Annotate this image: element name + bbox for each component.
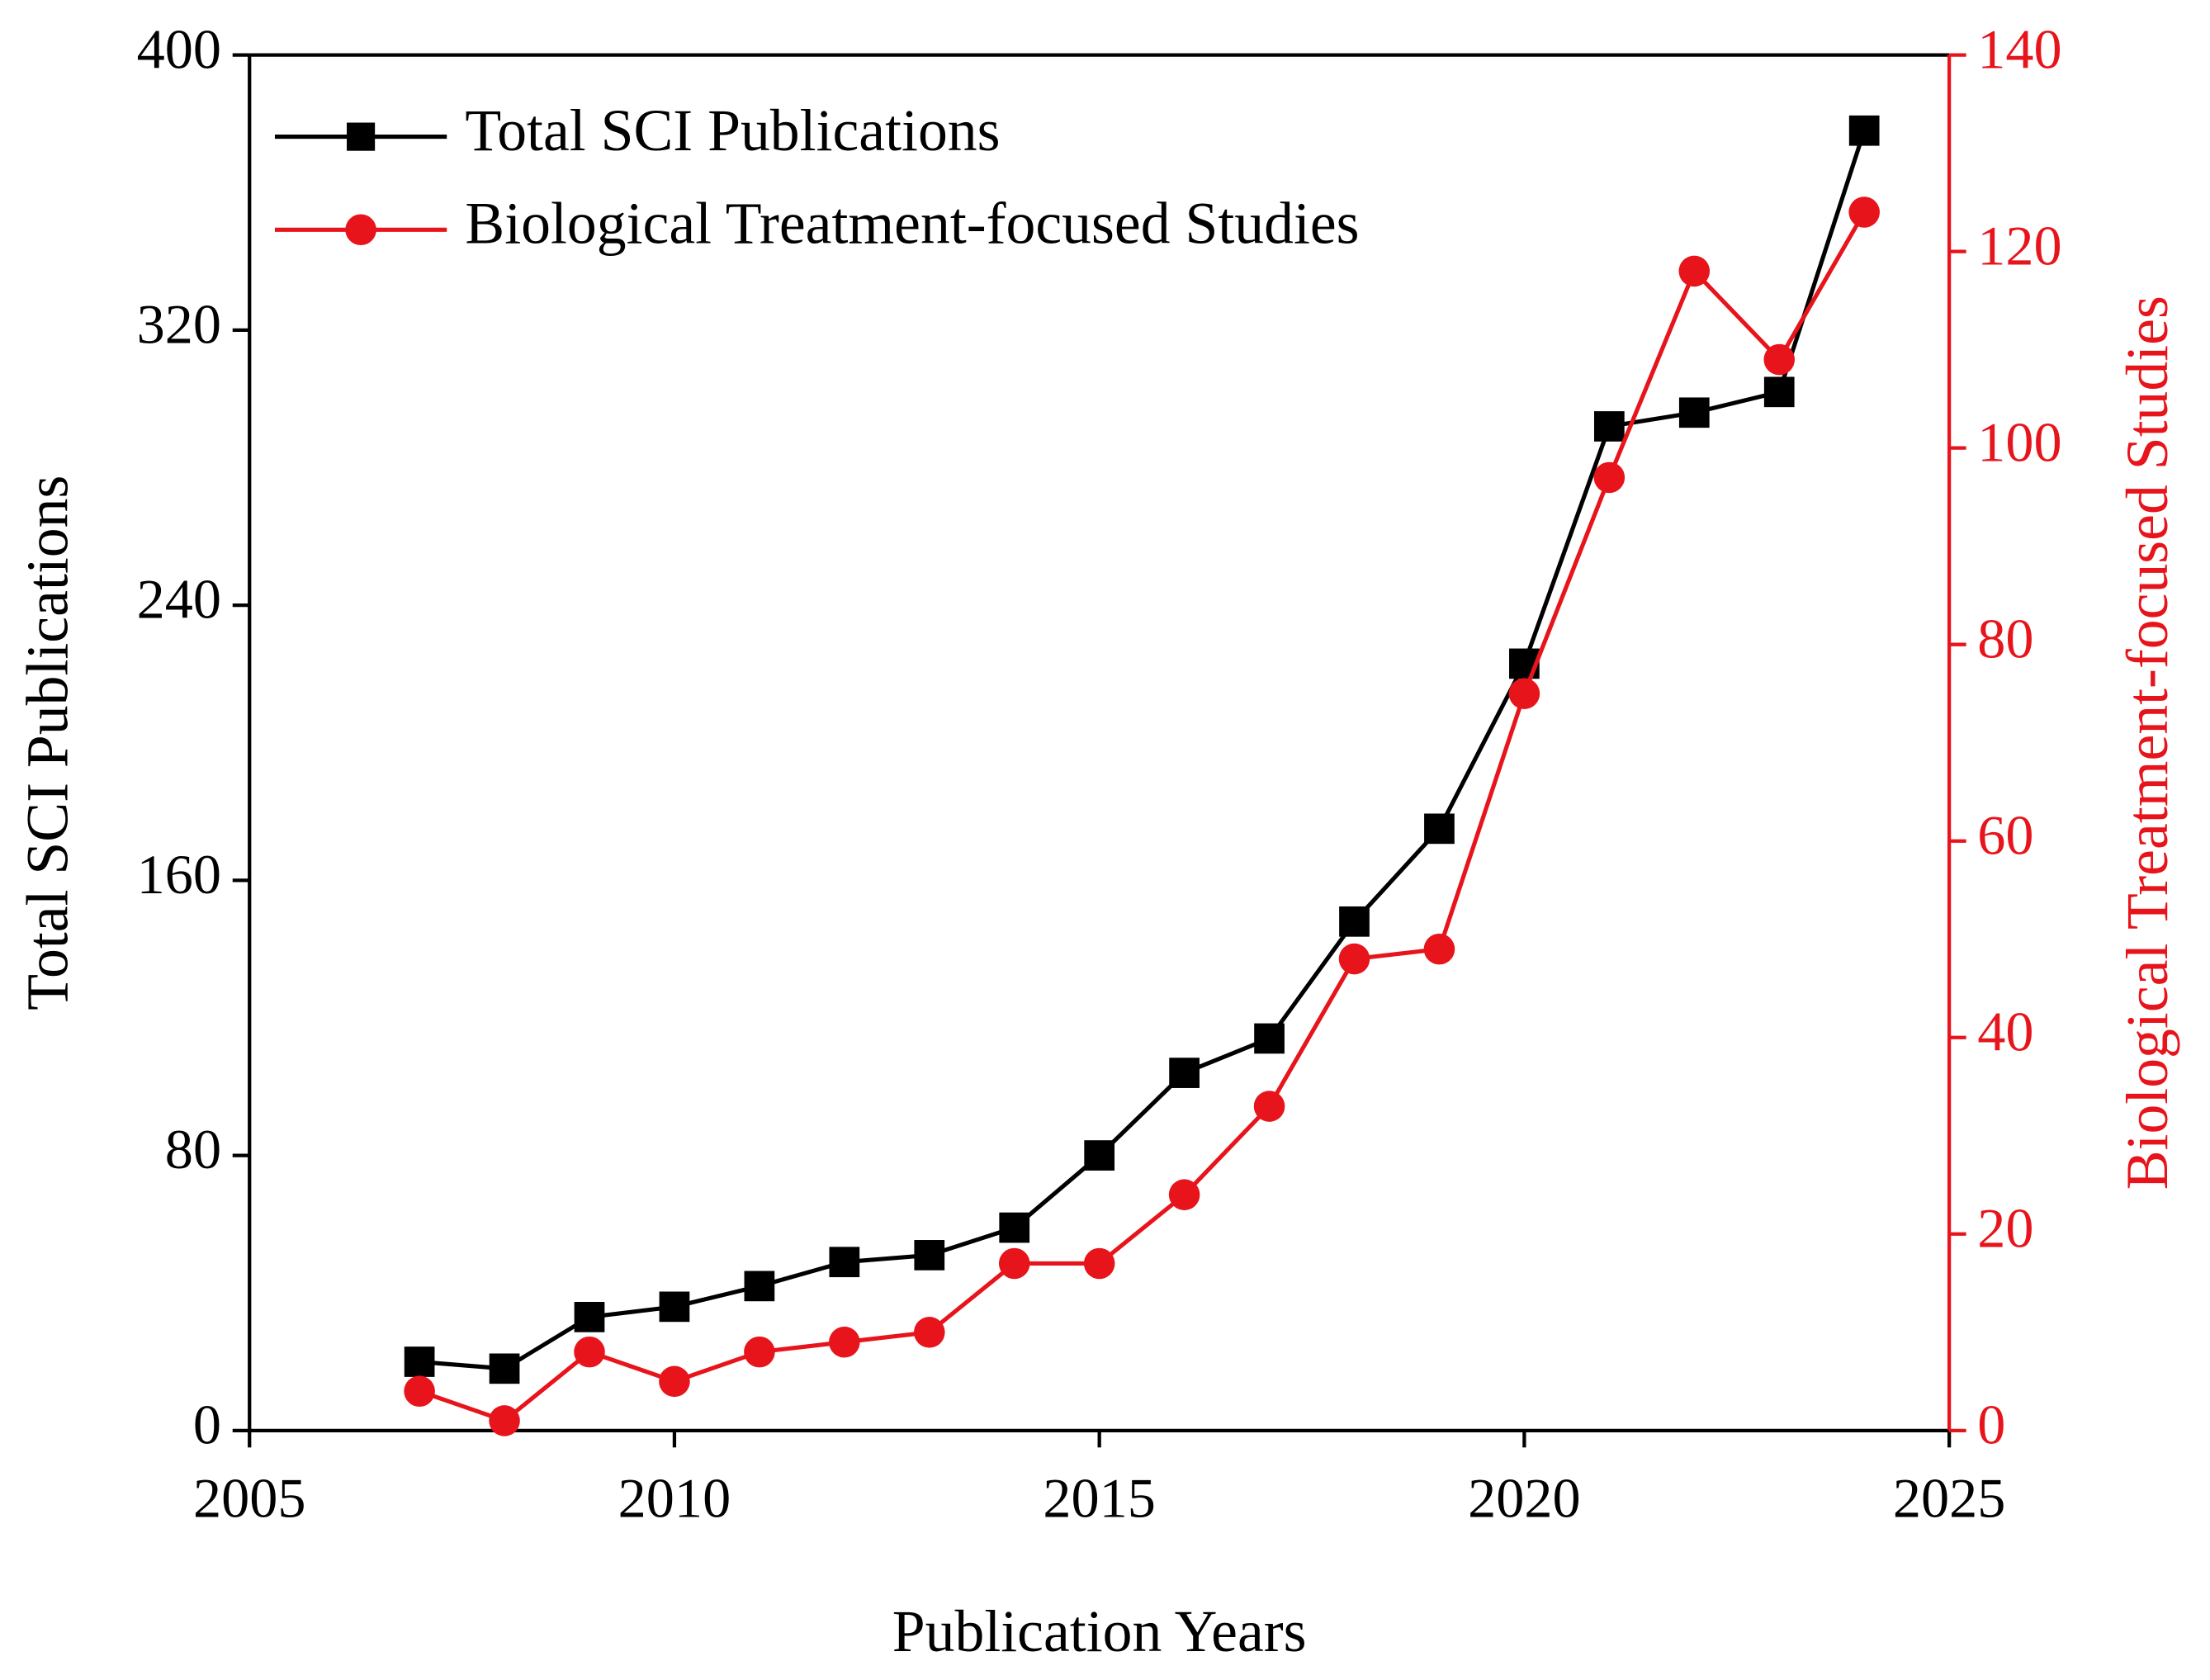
marker	[1678, 397, 1710, 428]
y2-axis-label: Biological Treatment-focused Studies	[2114, 296, 2180, 1190]
marker	[404, 1375, 435, 1407]
marker	[1593, 461, 1626, 494]
marker	[659, 1291, 690, 1323]
y2-tick-label: 60	[1977, 803, 2033, 866]
legend-marker	[347, 122, 376, 151]
marker	[744, 1271, 775, 1302]
x-tick-label: 2005	[193, 1466, 306, 1529]
y2-tick-label: 0	[1977, 1393, 2005, 1455]
marker	[1763, 376, 1795, 408]
x-tick-label: 2020	[1468, 1466, 1581, 1529]
marker	[999, 1212, 1030, 1243]
marker	[914, 1240, 945, 1271]
marker	[1083, 1247, 1115, 1280]
y-tick-label: 80	[165, 1118, 221, 1181]
legend-label: Total SCI Publications	[465, 97, 1000, 163]
x-tick-label: 2015	[1043, 1466, 1156, 1529]
y2-tick-label: 80	[1977, 607, 2033, 670]
x-axis-label: Publication Years	[892, 1598, 1307, 1664]
y-tick-label: 160	[137, 843, 221, 906]
x-tick-label: 2025	[1893, 1466, 2006, 1529]
marker	[574, 1336, 605, 1368]
marker	[1848, 196, 1880, 228]
series-line	[419, 130, 1867, 1371]
y-tick-label: 240	[137, 568, 221, 631]
marker	[659, 1365, 690, 1398]
marker	[574, 1302, 605, 1332]
y2-tick-label: 120	[1977, 214, 2061, 277]
marker	[829, 1247, 860, 1278]
marker	[1678, 255, 1711, 287]
y-tick-label: 400	[137, 17, 221, 80]
marker	[1084, 1140, 1115, 1171]
y-tick-label: 320	[137, 293, 221, 356]
y2-tick-label: 100	[1977, 410, 2061, 473]
marker	[1169, 1058, 1200, 1088]
marker	[1254, 1023, 1285, 1054]
marker	[1253, 1091, 1285, 1122]
marker	[1509, 648, 1540, 679]
series-line	[419, 211, 1867, 1423]
y-axis-label: Total SCI Publications	[14, 476, 80, 1010]
marker	[1168, 1179, 1200, 1210]
marker	[1848, 115, 1880, 146]
marker	[914, 1317, 945, 1348]
marker	[404, 1346, 435, 1377]
marker	[1508, 678, 1540, 709]
marker	[998, 1247, 1030, 1280]
marker	[1763, 343, 1796, 376]
marker	[1424, 813, 1455, 845]
marker	[489, 1405, 520, 1436]
marker	[1593, 411, 1625, 442]
marker	[829, 1326, 860, 1358]
marker	[1423, 933, 1455, 965]
x-tick-label: 2010	[618, 1466, 731, 1529]
y2-tick-label: 140	[1977, 17, 2061, 80]
marker	[744, 1336, 775, 1368]
y-tick-label: 0	[193, 1393, 221, 1455]
legend-label: Biological Treatment-focused Studies	[465, 191, 1359, 257]
y2-tick-label: 20	[1977, 1196, 2033, 1259]
marker	[1339, 906, 1370, 937]
marker	[489, 1353, 520, 1384]
y2-tick-label: 40	[1977, 1000, 2033, 1062]
legend-marker	[345, 214, 376, 246]
marker	[1338, 943, 1370, 975]
